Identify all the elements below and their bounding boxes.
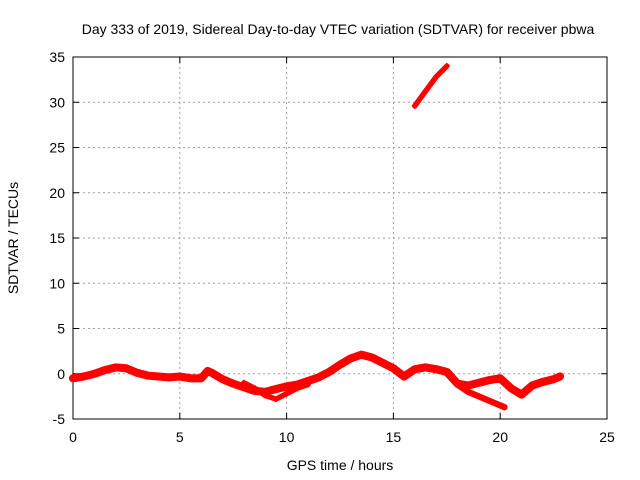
data-point	[80, 373, 87, 380]
data-point	[465, 388, 472, 395]
data-point	[240, 379, 247, 386]
data-point	[486, 397, 493, 404]
data-point	[176, 373, 183, 380]
data-point	[251, 385, 258, 392]
data-point	[272, 386, 279, 393]
data-point	[230, 380, 237, 387]
y-tick-label: 15	[49, 230, 65, 246]
x-tick-label: 0	[69, 429, 77, 445]
data-point	[401, 373, 408, 380]
data-point	[272, 396, 279, 403]
x-tick-label: 10	[279, 429, 295, 445]
data-point	[187, 375, 194, 382]
y-tick-label: 20	[49, 185, 65, 201]
data-point	[390, 365, 397, 372]
data-point	[475, 393, 482, 400]
data-point	[198, 375, 205, 382]
series-group	[240, 379, 311, 403]
data-point	[283, 390, 290, 397]
series-group	[68, 350, 565, 399]
data-point	[166, 374, 173, 381]
data-point	[422, 364, 429, 371]
y-tick-label: -5	[53, 411, 66, 427]
data-point	[262, 392, 269, 399]
x-axis-label: GPS time / hours	[287, 457, 394, 473]
data-point	[347, 355, 354, 362]
y-axis-label: SDTVAR / TECUs	[5, 182, 21, 294]
data-point	[337, 361, 343, 368]
data-point	[411, 366, 418, 373]
data-point	[315, 374, 322, 381]
data-point	[557, 373, 564, 380]
y-tick-label: 25	[49, 140, 65, 156]
y-tick-label: 35	[49, 49, 65, 65]
data-point	[208, 369, 215, 376]
series-group	[454, 381, 508, 411]
data-point	[369, 354, 376, 361]
data-point	[454, 381, 461, 388]
y-tick-label: 0	[57, 366, 65, 382]
y-tick-label: 5	[57, 321, 65, 337]
data-point	[326, 368, 333, 375]
series-group	[411, 63, 450, 109]
x-tick-label: 20	[492, 429, 508, 445]
data-point	[294, 385, 301, 392]
data-point	[219, 376, 226, 383]
data-point	[465, 382, 472, 389]
data-point	[497, 402, 504, 409]
grid-layer	[73, 57, 607, 419]
series-layer	[68, 63, 565, 411]
data-point	[518, 391, 525, 398]
data-point	[204, 368, 211, 375]
data-point	[497, 375, 504, 382]
x-tick-label: 5	[176, 429, 184, 445]
data-point	[91, 370, 98, 377]
data-point	[475, 379, 482, 386]
data-point	[379, 359, 386, 366]
data-point	[501, 404, 508, 411]
x-tick-label: 25	[599, 429, 615, 445]
data-point	[123, 365, 130, 372]
data-point	[433, 73, 440, 80]
data-point	[529, 382, 536, 389]
chart-title: Day 333 of 2019, Sidereal Day-to-day VTE…	[82, 21, 595, 37]
data-point	[411, 102, 418, 109]
data-point	[283, 383, 290, 390]
data-point	[507, 385, 514, 392]
data-point	[486, 377, 493, 384]
data-point	[550, 376, 557, 383]
data-point	[539, 378, 546, 385]
data-point	[112, 364, 119, 371]
y-tick-label: 10	[49, 275, 65, 291]
y-tick-label: 30	[49, 94, 65, 110]
data-point	[70, 375, 76, 382]
data-point	[155, 373, 162, 380]
x-tick-label: 15	[386, 429, 402, 445]
data-point	[422, 88, 429, 95]
data-point	[443, 368, 450, 375]
data-point	[443, 63, 450, 70]
data-point	[102, 367, 109, 374]
data-point	[144, 372, 151, 379]
data-point	[433, 366, 440, 373]
data-point	[134, 369, 141, 376]
data-point	[304, 381, 311, 388]
series-line	[414, 65, 448, 107]
data-point	[358, 351, 365, 358]
